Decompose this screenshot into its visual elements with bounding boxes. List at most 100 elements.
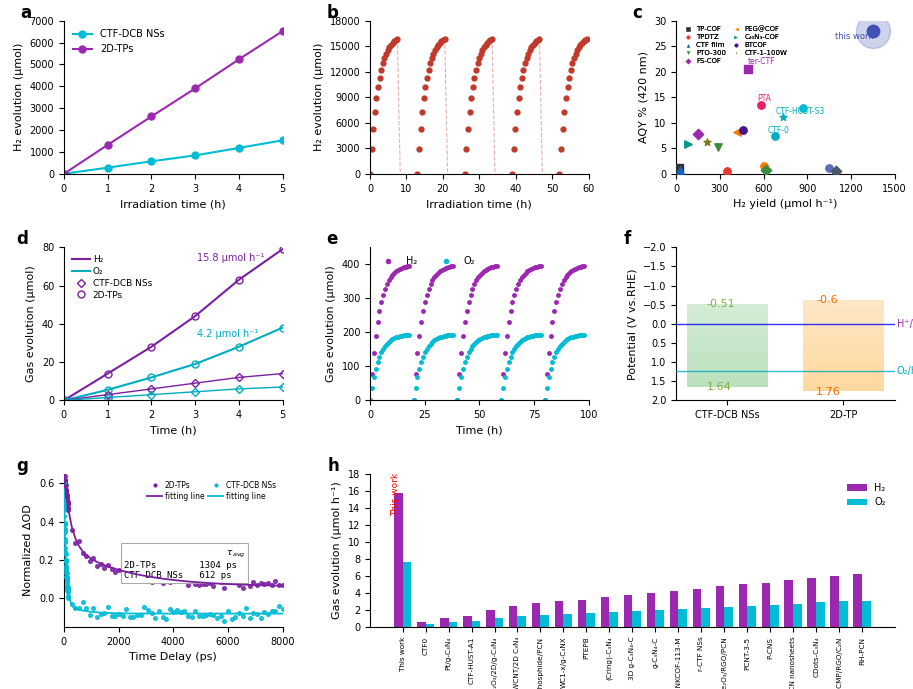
Y-axis label: Gas evolution (μmol): Gas evolution (μmol) <box>26 265 37 382</box>
Point <box>58 537 72 548</box>
Bar <box>563 614 572 627</box>
Point <box>155 612 170 623</box>
Point <box>58 518 72 529</box>
Point <box>257 606 272 617</box>
Text: f: f <box>624 230 631 248</box>
Point <box>122 612 137 623</box>
Point <box>137 601 152 613</box>
Point <box>265 580 279 591</box>
Bar <box>448 622 457 627</box>
Point <box>100 560 115 571</box>
Point <box>866 25 880 37</box>
Point <box>247 607 261 618</box>
Y-axis label: Normalized ΔOD: Normalized ΔOD <box>23 504 33 596</box>
Point <box>163 604 177 615</box>
Point <box>59 484 74 495</box>
Line: CTF-DCB NSs: CTF-DCB NSs <box>60 137 286 177</box>
Text: CTF-0: CTF-0 <box>768 126 790 135</box>
Point <box>59 564 74 575</box>
Point <box>58 484 73 495</box>
Point <box>166 607 181 618</box>
Bar <box>601 597 609 627</box>
Point <box>768 130 782 141</box>
Bar <box>656 610 664 627</box>
Text: h: h <box>328 457 340 475</box>
Point <box>75 547 89 558</box>
Point <box>672 162 687 173</box>
Bar <box>839 601 848 627</box>
Point <box>58 489 73 500</box>
Point <box>58 485 73 496</box>
Point <box>221 606 236 617</box>
CTF-DCB NSs <box>190 152 201 160</box>
Bar <box>531 603 540 627</box>
Point <box>64 599 79 610</box>
Point <box>159 613 173 624</box>
Bar <box>633 611 641 627</box>
Point <box>250 579 265 590</box>
Point <box>170 605 184 616</box>
Y-axis label: H₂ evolution (μmol): H₂ evolution (μmol) <box>314 43 324 152</box>
Point <box>775 111 790 122</box>
Point <box>217 582 232 593</box>
Point <box>181 579 195 590</box>
Line: 2D-TPs: 2D-TPs <box>60 28 286 177</box>
Point <box>243 613 257 624</box>
Point <box>108 610 122 621</box>
Point <box>195 579 210 590</box>
Point <box>104 564 119 575</box>
Point <box>59 568 74 579</box>
Bar <box>701 608 710 627</box>
Point <box>690 128 705 139</box>
Point <box>225 614 239 625</box>
Point <box>60 495 75 506</box>
Point <box>59 572 74 583</box>
Text: ter-CTF: ter-CTF <box>748 57 775 66</box>
Point <box>60 583 75 594</box>
Point <box>58 546 73 557</box>
Bar <box>509 606 518 627</box>
Point <box>60 505 75 516</box>
Point <box>58 477 72 489</box>
Y-axis label: Potential (V vs.RHE): Potential (V vs.RHE) <box>627 268 637 380</box>
Point <box>119 604 133 615</box>
Point <box>59 492 74 503</box>
Bar <box>678 609 687 627</box>
X-axis label: Time (h): Time (h) <box>150 426 196 435</box>
Bar <box>761 583 771 627</box>
Point <box>59 563 74 574</box>
Point <box>225 574 239 585</box>
Point <box>210 613 225 624</box>
X-axis label: Time Delay (ps): Time Delay (ps) <box>130 652 217 662</box>
Y-axis label: Gas evolution (μmol h⁻¹): Gas evolution (μmol h⁻¹) <box>332 482 342 619</box>
Point <box>166 575 181 586</box>
Bar <box>440 617 448 627</box>
Point <box>58 475 72 486</box>
Point <box>68 537 82 548</box>
Text: 4.2 μmol h⁻¹: 4.2 μmol h⁻¹ <box>197 329 258 339</box>
Point <box>57 511 71 522</box>
Point <box>58 486 73 497</box>
Text: d: d <box>16 230 27 248</box>
Point <box>60 583 75 594</box>
Text: H⁺/H₂: H⁺/H₂ <box>897 319 913 329</box>
Point <box>232 608 247 619</box>
Point <box>254 577 268 588</box>
Point <box>97 608 111 619</box>
Point <box>829 166 844 177</box>
Point <box>58 482 73 493</box>
Point <box>60 593 75 604</box>
Bar <box>646 593 656 627</box>
Point <box>144 576 159 587</box>
Point <box>736 125 750 136</box>
Point <box>268 575 283 586</box>
Point <box>59 491 74 502</box>
Point <box>60 591 75 602</box>
Point <box>243 580 257 591</box>
Point <box>206 581 221 592</box>
Point <box>822 162 836 173</box>
Point <box>254 612 268 623</box>
Point <box>59 581 74 592</box>
Point <box>86 603 100 614</box>
Bar <box>739 584 747 627</box>
